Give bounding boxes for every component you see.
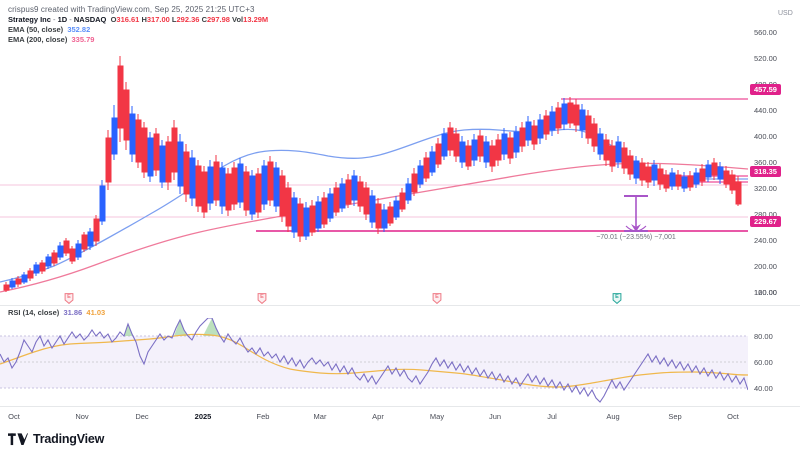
- pane-separator[interactable]: [0, 305, 800, 306]
- legend-volume-value: 13.29M: [243, 15, 269, 24]
- earnings-label: E: [67, 294, 71, 300]
- legend-ema50-value: 352.82: [67, 25, 91, 34]
- price-pane[interactable]: −70.01 (−23.55%) −7,001: [0, 10, 748, 302]
- legend-ema50-label: EMA (50, close): [8, 25, 64, 34]
- rsi-overbought-fill: [174, 320, 187, 336]
- price-tick: 320.00: [754, 184, 777, 193]
- time-label: Apr: [372, 412, 384, 421]
- rsi-overbought-fill: [203, 318, 220, 336]
- legend-high-label: H: [141, 15, 147, 24]
- time-axis-separator: [0, 406, 800, 407]
- legend-ema200-value: 335.79: [71, 35, 95, 44]
- earnings-label: E: [435, 294, 439, 300]
- price-tick: 360.00: [754, 158, 777, 167]
- legend-symbol[interactable]: Strategy Inc: [8, 15, 51, 24]
- price-badge-level[interactable]: 318.35: [750, 166, 781, 177]
- legend-volume-label: Vol: [232, 15, 244, 24]
- rsi-legend-value: 31.86: [63, 308, 83, 317]
- time-label: May: [429, 412, 445, 421]
- price-tick: 120.00: [754, 288, 777, 297]
- earnings-marker[interactable]: E: [257, 293, 267, 304]
- measurement-tool[interactable]: [624, 195, 648, 232]
- earnings-shield-icon: [64, 293, 74, 304]
- price-tick: 560.00: [754, 28, 777, 37]
- rsi-plot[interactable]: [0, 318, 748, 406]
- rsi-legend[interactable]: RSI (14, close) 31.86 41.03: [8, 308, 105, 318]
- rsi-tick: 40.00: [754, 384, 773, 393]
- time-label: Dec: [135, 412, 149, 421]
- time-label: Jul: [547, 412, 557, 421]
- rsi-tick: 60.00: [754, 358, 773, 367]
- price-tick: 200.00: [754, 262, 777, 271]
- time-label: Sep: [668, 412, 682, 421]
- legend-high-value: 317.00: [146, 15, 170, 24]
- price-badge-target[interactable]: 229.67: [750, 216, 781, 227]
- time-label: Feb: [256, 412, 270, 421]
- time-label: Oct: [8, 412, 20, 421]
- legend-low-label: L: [171, 15, 177, 24]
- rsi-pane[interactable]: [0, 318, 748, 406]
- chart-legend: Strategy Inc - 1D - NASDAQ O316.61 H317.…: [8, 15, 268, 45]
- tradingview-logo[interactable]: TradingView: [8, 432, 104, 446]
- time-axis[interactable]: Oct Nov Dec 2025 Feb Mar Apr May Jun Jul…: [0, 406, 748, 428]
- price-tick: 440.00: [754, 106, 777, 115]
- time-label: Jun: [488, 412, 502, 421]
- price-tick: 400.00: [754, 132, 777, 141]
- measurement-label: −70.01 (−23.55%) −7,001: [596, 234, 676, 241]
- price-badge-resistance[interactable]: 457.59: [750, 84, 781, 95]
- price-axis[interactable]: USD 560.00 520.00 480.00 440.00 400.00 3…: [748, 10, 800, 302]
- earnings-marker[interactable]: E: [432, 293, 442, 304]
- earnings-shield-icon: [257, 293, 267, 304]
- rsi-overbought-fill: [124, 324, 133, 336]
- rsi-ma-legend-value: 41.03: [86, 308, 106, 317]
- legend-close-label: C: [201, 15, 207, 24]
- legend-exchange: NASDAQ: [73, 15, 107, 24]
- rsi-line: [0, 318, 748, 403]
- rsi-legend-label: RSI (14, close): [8, 308, 60, 317]
- price-plot[interactable]: [0, 10, 748, 302]
- tradingview-wordmark: TradingView: [33, 432, 105, 446]
- earnings-label: E: [260, 294, 264, 300]
- tradingview-mark-icon: [8, 432, 28, 445]
- attribution-text: crispus9 created with TradingView.com, S…: [8, 5, 255, 14]
- rsi-ma-line: [0, 333, 748, 388]
- legend-row-symbol[interactable]: Strategy Inc - 1D - NASDAQ O316.61 H317.…: [8, 15, 269, 24]
- time-label: Nov: [75, 412, 89, 421]
- price-tick: 240.00: [754, 236, 777, 245]
- legend-row-ema200[interactable]: EMA (200, close) 335.79: [8, 35, 268, 45]
- time-label: Mar: [313, 412, 327, 421]
- legend-open-value: 316.61: [116, 15, 140, 24]
- legend-close-value: 297.98: [206, 15, 230, 24]
- legend-row-ema50[interactable]: EMA (50, close) 352.82: [8, 25, 268, 35]
- rsi-axis[interactable]: 80.00 60.00 40.00: [748, 318, 800, 406]
- price-tick: 160.00: [754, 288, 777, 297]
- legend-low-value: 292.36: [176, 15, 200, 24]
- price-tick: 520.00: [754, 54, 777, 63]
- candlestick-series[interactable]: [3, 56, 742, 292]
- earnings-marker[interactable]: E: [612, 293, 622, 304]
- time-label-year: 2025: [194, 412, 212, 421]
- earnings-marker[interactable]: E: [64, 293, 74, 304]
- legend-interval[interactable]: 1D: [57, 15, 68, 24]
- earnings-shield-icon: [432, 293, 442, 304]
- legend-open-label: O: [110, 15, 117, 24]
- time-label: Aug: [606, 412, 620, 421]
- price-tick: 280.00: [754, 210, 777, 219]
- earnings-shield-icon: [612, 293, 622, 304]
- price-axis-unit: USD: [778, 10, 793, 17]
- time-label: Oct: [727, 412, 739, 421]
- legend-ema200-label: EMA (200, close): [8, 35, 68, 44]
- earnings-label: E: [615, 294, 619, 300]
- rsi-tick: 80.00: [754, 332, 773, 341]
